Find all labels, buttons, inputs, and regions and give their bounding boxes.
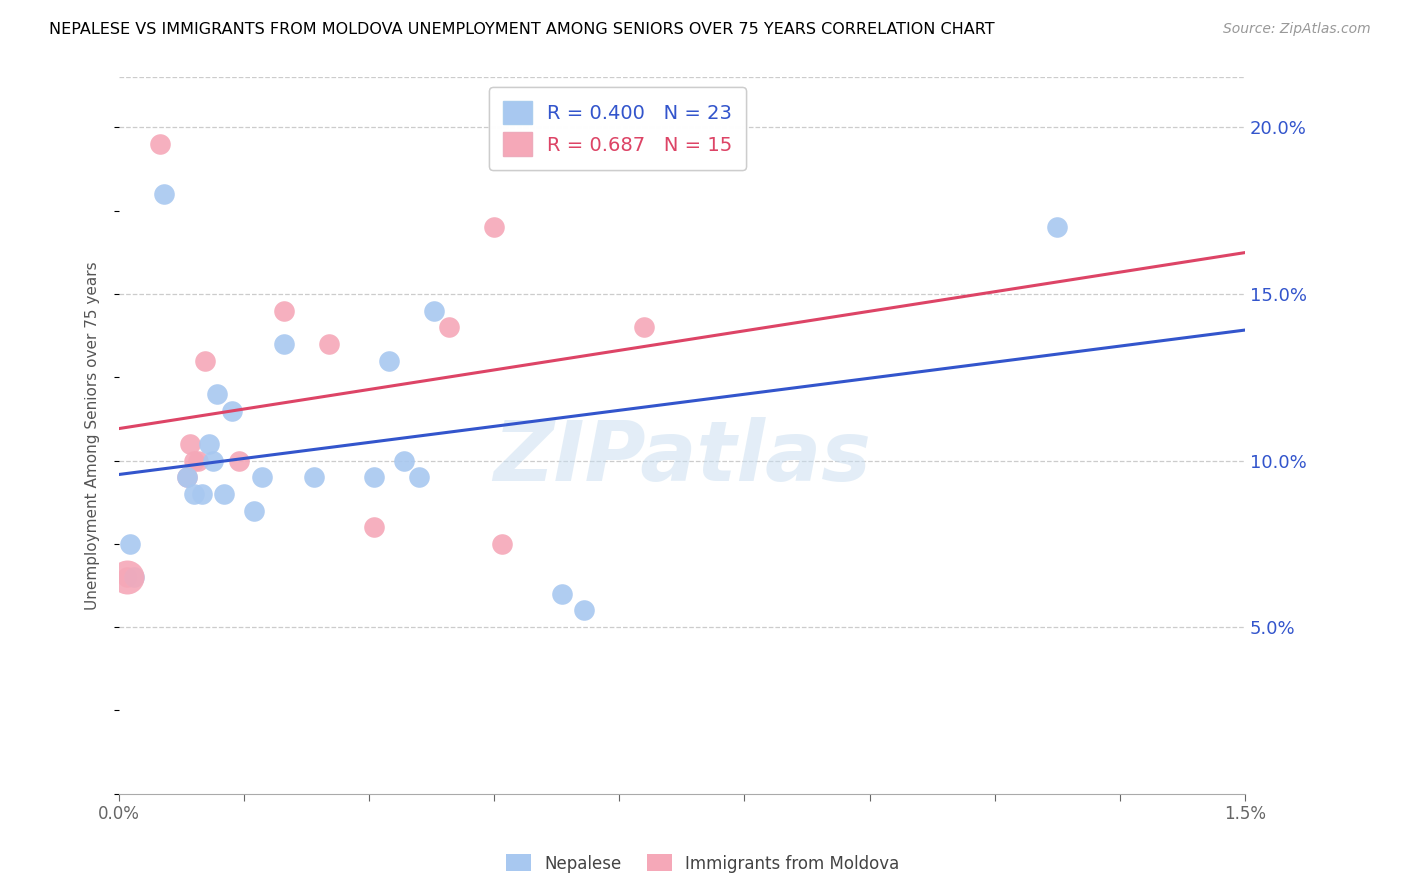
Y-axis label: Unemployment Among Seniors over 75 years: Unemployment Among Seniors over 75 years (86, 261, 100, 610)
Point (302, 470, 325, 484)
Point (243, 503, 266, 517)
Point (228, 453, 250, 467)
Point (205, 387, 228, 401)
Point (212, 487, 235, 501)
Point (484, 220, 506, 235)
Point (115, 570, 138, 584)
Point (491, 537, 513, 551)
Point (190, 487, 212, 501)
Point (318, 337, 340, 351)
Point (378, 353, 401, 368)
Point (408, 470, 430, 484)
Point (633, 320, 655, 334)
Legend: Nepalese, Immigrants from Moldova: Nepalese, Immigrants from Moldova (499, 847, 907, 880)
Point (574, 603, 596, 617)
Point (363, 470, 385, 484)
Point (176, 470, 198, 484)
Point (198, 437, 221, 451)
Point (120, 537, 142, 551)
Point (194, 353, 217, 368)
Point (250, 470, 273, 484)
Point (551, 587, 574, 601)
Point (201, 453, 224, 467)
Point (187, 453, 209, 467)
Point (179, 437, 201, 451)
Point (221, 403, 243, 417)
Point (1046, 220, 1069, 235)
Point (183, 453, 205, 467)
Point (115, 570, 138, 584)
Text: Source: ZipAtlas.com: Source: ZipAtlas.com (1223, 22, 1371, 37)
Point (423, 303, 446, 318)
Point (363, 520, 385, 534)
Point (176, 470, 198, 484)
Point (183, 487, 205, 501)
Point (439, 320, 461, 334)
Legend: R = 0.400   N = 23, R = 0.687   N = 15: R = 0.400 N = 23, R = 0.687 N = 15 (489, 87, 747, 169)
Point (394, 453, 416, 467)
Point (273, 303, 295, 318)
Point (273, 337, 295, 351)
Point (149, 137, 172, 152)
Text: ZIPatlas: ZIPatlas (494, 417, 870, 498)
Point (153, 187, 176, 202)
Point (122, 570, 145, 584)
Text: NEPALESE VS IMMIGRANTS FROM MOLDOVA UNEMPLOYMENT AMONG SENIORS OVER 75 YEARS COR: NEPALESE VS IMMIGRANTS FROM MOLDOVA UNEM… (49, 22, 995, 37)
